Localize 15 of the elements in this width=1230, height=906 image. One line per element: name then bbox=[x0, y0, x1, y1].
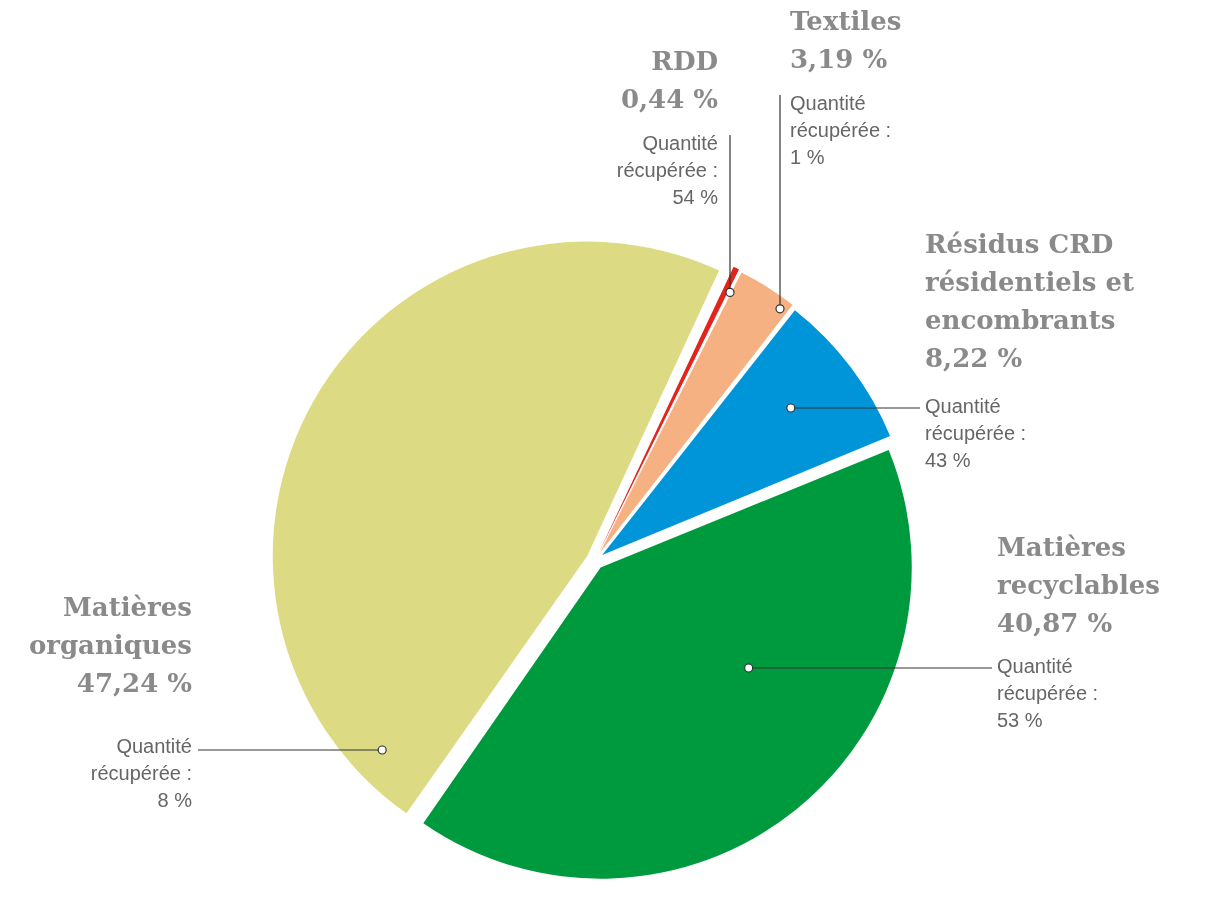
text: Quantité récupérée : 54 % bbox=[615, 131, 718, 210]
slice-label: RDD bbox=[650, 45, 718, 78]
data-label: 40,87 % bbox=[997, 607, 1114, 640]
data-label: 47,24 % bbox=[75, 667, 192, 700]
slice-label: Textiles bbox=[790, 5, 903, 38]
data-label: 8,22 % bbox=[925, 342, 1024, 375]
slice-label: Matières recyclables bbox=[997, 531, 1161, 602]
slice-label: Résidus CRD résidentiels et encombrants bbox=[925, 228, 1135, 337]
text: Quantité récupérée : 43 % bbox=[925, 394, 1028, 473]
data-label: 3,19 % bbox=[790, 43, 889, 76]
slice-label: Matières organiques bbox=[27, 591, 192, 662]
text: Quantité récupérée : 1 % bbox=[790, 91, 893, 170]
text: Quantité récupérée : 53 % bbox=[997, 654, 1100, 733]
text: Quantité récupérée : 8 % bbox=[89, 734, 192, 813]
data-label: 0,44 % bbox=[619, 83, 718, 116]
